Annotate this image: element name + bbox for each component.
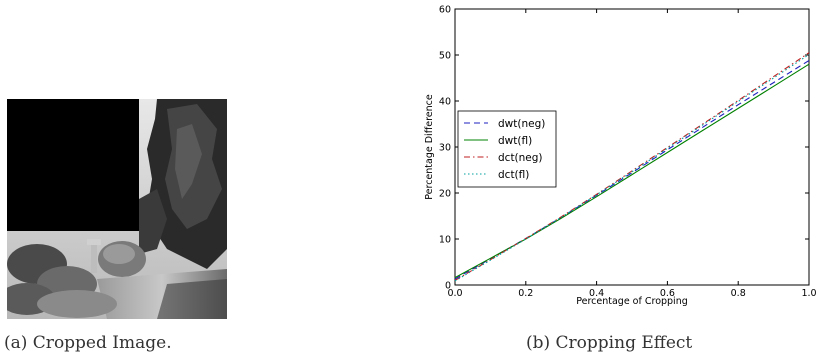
y-tick-label: 60: [439, 5, 451, 16]
x-tick-label: 0.4: [589, 288, 604, 299]
legend: dwt(neg) dwt(fl) dct(neg) dct(fl): [457, 110, 557, 188]
x-tick-label: 0.0: [447, 288, 462, 299]
legend-box: [457, 110, 557, 188]
legend-label: dwt(neg): [498, 118, 545, 130]
legend-label: dwt(fl): [498, 135, 532, 147]
x-tick-label: 0.2: [518, 288, 533, 299]
cropping-effect-chart: 0.0 0.2 0.4 0.6 0.8 1.0 0 10 20 30 40 50 60 Percenta…: [424, 5, 817, 308]
y-axis-label: Percentage Difference: [424, 94, 435, 200]
legend-label: dct(neg): [498, 152, 543, 164]
series-line-dct-fl: [454, 54, 810, 282]
caption-a: (a) Cropped Image.: [4, 333, 172, 353]
x-tick-label: 0.8: [731, 288, 746, 299]
x-axis-label: Percentage of Cropping: [576, 296, 688, 307]
cropped-image: [7, 99, 227, 319]
x-tick-label: 0.6: [660, 288, 675, 299]
y-tick-label: 30: [439, 143, 451, 154]
x-tick-label: 1.0: [801, 288, 816, 299]
y-tick-label: 0: [445, 281, 451, 292]
y-tick-label: 10: [439, 235, 451, 246]
y-tick-label: 50: [439, 51, 451, 62]
legend-label: dct(fl): [498, 169, 529, 181]
caption-b: (b) Cropping Effect: [526, 333, 693, 353]
y-tick-label: 40: [439, 97, 451, 108]
y-tick-label: 20: [439, 189, 451, 200]
crop-block: [7, 99, 139, 231]
